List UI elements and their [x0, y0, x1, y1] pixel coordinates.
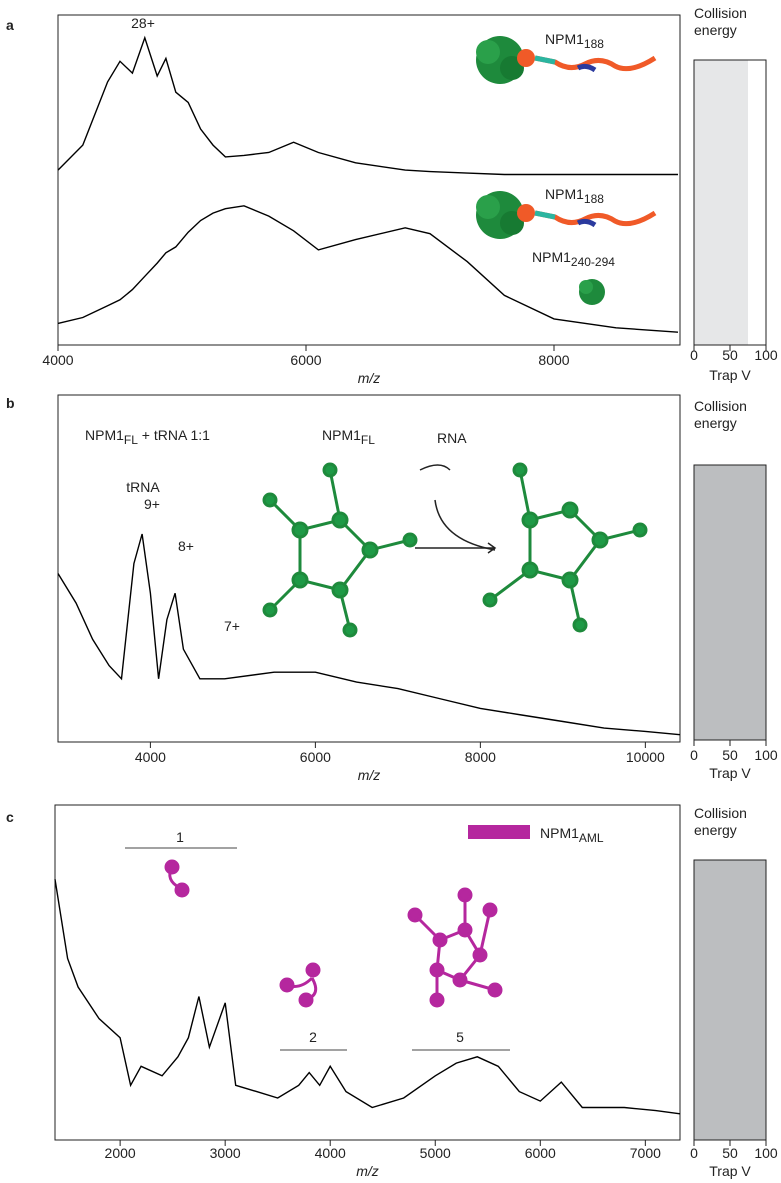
- annotation-text: NPM1: [85, 427, 124, 443]
- x-axis-label: Trap V: [709, 367, 751, 383]
- plot-frame: [57, 14, 681, 346]
- plot-frame: [57, 394, 681, 743]
- x-tick-label: 100: [754, 1145, 778, 1161]
- bar: [694, 860, 766, 1140]
- rna-arrow: [419, 464, 496, 551]
- annotation-subscript: 188: [584, 37, 604, 51]
- x-tick-label: 6000: [525, 1145, 556, 1161]
- x-tick-label: 4000: [42, 352, 73, 368]
- bar-title: Collision energy: [694, 805, 747, 838]
- x-tick-label: 100: [754, 747, 778, 763]
- annotation: 9+: [144, 496, 160, 512]
- annotation: tRNA: [126, 479, 160, 495]
- annotation-text: + tRNA 1:1: [138, 427, 210, 443]
- x-tick-label: 2000: [105, 1145, 136, 1161]
- annotation: NPM1188: [545, 186, 604, 206]
- annotation-subscript: AML: [579, 831, 604, 845]
- annotation-subscript: FL: [361, 433, 375, 447]
- x-tick-label: 8000: [538, 352, 569, 368]
- x-tick-label: 5000: [420, 1145, 451, 1161]
- annotation: 1: [176, 829, 184, 845]
- annotation-subscript: 188: [584, 192, 604, 206]
- x-axis-label: m/z: [358, 370, 381, 386]
- annotation: NPM1188: [545, 31, 604, 51]
- x-tick-label: 8000: [465, 749, 496, 765]
- annotation-text: NPM1: [540, 825, 579, 841]
- spectrum-line: [54, 879, 681, 1115]
- plot-frame: [54, 804, 681, 1141]
- x-tick-label: 0: [690, 747, 698, 763]
- x-axis-label: Trap V: [709, 1163, 751, 1179]
- annotation: 5: [456, 1029, 464, 1045]
- aml-cartoon: [164, 825, 530, 1008]
- annotation: 8+: [178, 538, 194, 554]
- annotation-subscript: FL: [124, 433, 138, 447]
- x-tick-label: 10000: [626, 749, 665, 765]
- x-tick-label: 6000: [300, 749, 331, 765]
- bar: [694, 60, 748, 345]
- bracket-lines: [125, 847, 510, 1051]
- protein-cartoon: [476, 191, 657, 305]
- annotation: RNA: [437, 430, 467, 446]
- x-axis-label: m/z: [356, 1163, 379, 1179]
- annotation: NPM1FL + tRNA 1:1: [85, 427, 210, 447]
- x-tick-label: 4000: [315, 1145, 346, 1161]
- annotation-subscript: 240-294: [571, 255, 615, 269]
- annotation-text: NPM1: [532, 249, 571, 265]
- x-tick-label: 50: [722, 747, 738, 763]
- annotation: NPM1FL: [322, 427, 375, 447]
- bar: [694, 465, 766, 740]
- x-tick-label: 50: [722, 347, 738, 363]
- annotation: 7+: [224, 618, 240, 634]
- protein-cartoon: [476, 36, 657, 84]
- x-tick-label: 7000: [630, 1145, 661, 1161]
- x-axis-label: Trap V: [709, 765, 751, 781]
- annotation-text: NPM1: [545, 186, 584, 202]
- x-tick-label: 0: [690, 347, 698, 363]
- x-tick-label: 0: [690, 1145, 698, 1161]
- annotation-text: NPM1: [545, 31, 584, 47]
- bar-title: Collision energy: [694, 5, 747, 38]
- spectrum-line: [57, 205, 679, 333]
- bar-title: Collision energy: [694, 398, 747, 431]
- annotation-text: NPM1: [322, 427, 361, 443]
- annotation: 28+: [131, 15, 155, 31]
- x-tick-label: 4000: [135, 749, 166, 765]
- x-tick-label: 50: [722, 1145, 738, 1161]
- arrow: [415, 542, 497, 554]
- annotation: NPM1AML: [540, 825, 604, 845]
- spectrum-line: [57, 35, 678, 176]
- panel-label: c: [6, 809, 14, 825]
- oligomer-cartoon: [262, 462, 648, 638]
- x-tick-label: 6000: [290, 352, 321, 368]
- x-tick-label: 3000: [210, 1145, 241, 1161]
- panel-label: a: [6, 17, 14, 33]
- panel-label: b: [6, 395, 15, 411]
- annotation: 2: [309, 1029, 317, 1045]
- x-tick-label: 100: [754, 347, 778, 363]
- spectrum-line: [57, 533, 681, 736]
- x-axis-label: m/z: [358, 767, 381, 783]
- annotation: NPM1240-294: [532, 249, 615, 269]
